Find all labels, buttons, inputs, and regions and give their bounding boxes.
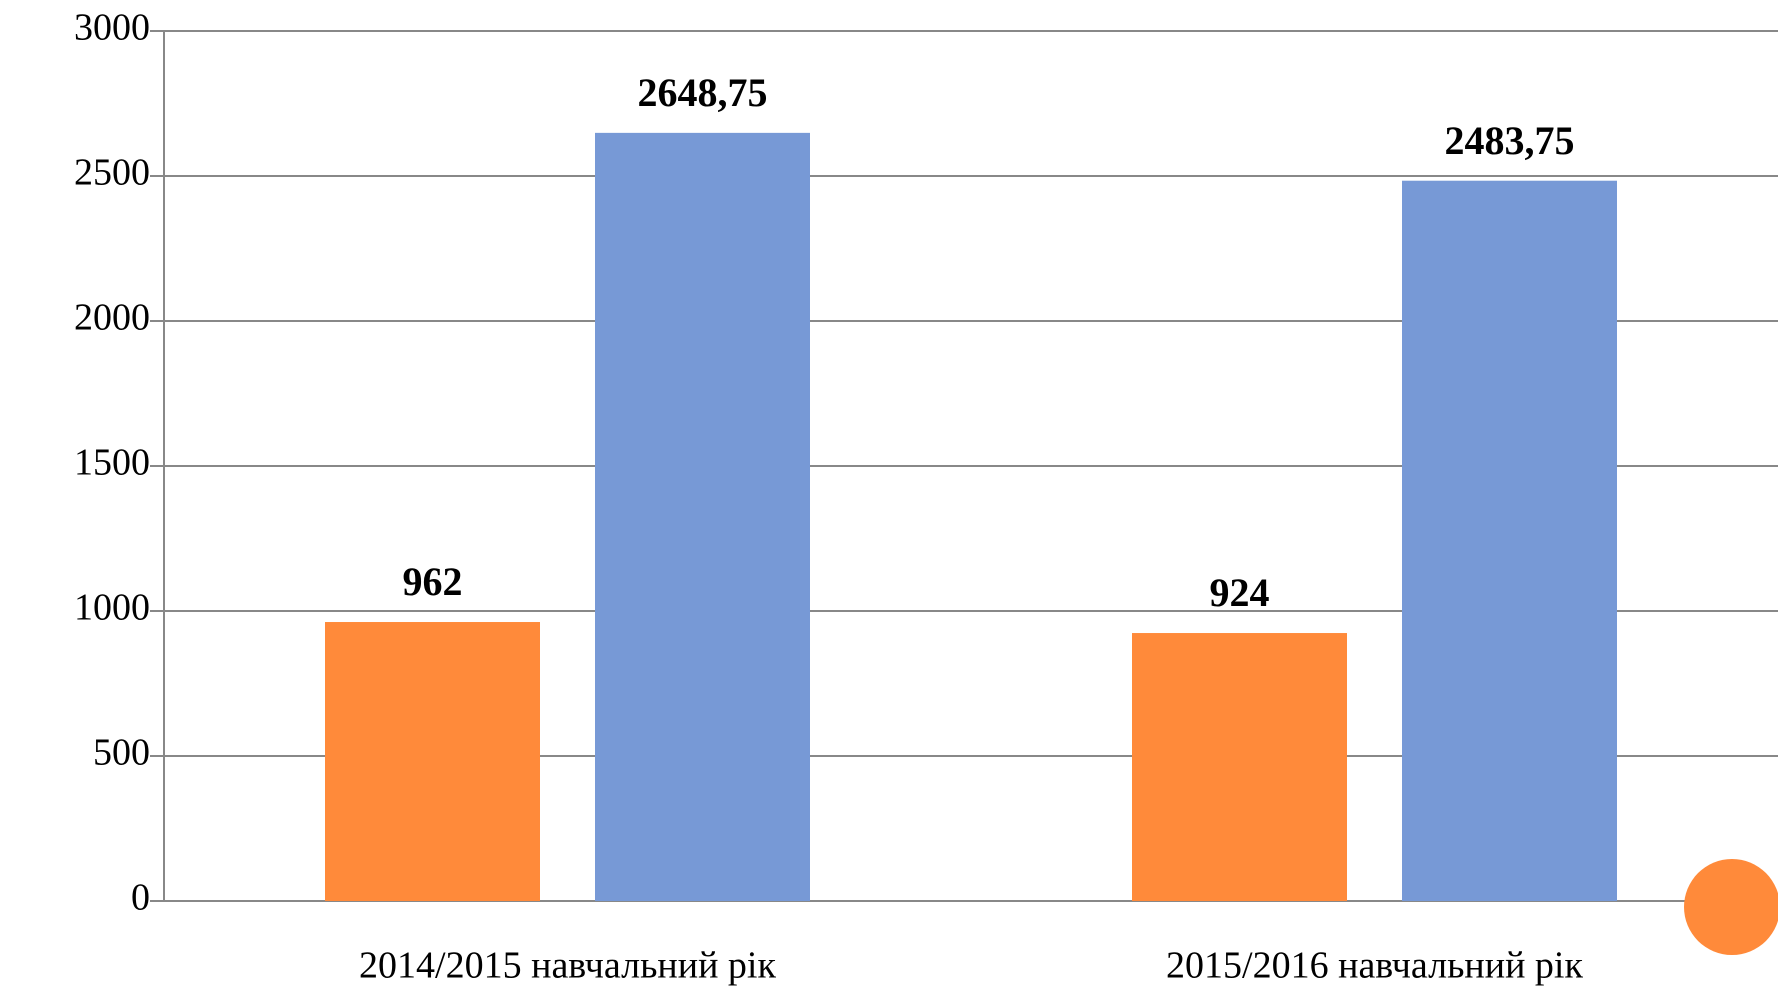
y-tick-label: 500 [93, 732, 150, 774]
x-tick-label: 2014/2015 навчальний рік [359, 945, 776, 987]
bar [595, 132, 810, 902]
data-label: 2648,75 [638, 70, 768, 115]
bar [325, 622, 540, 901]
x-tick-label: 2015/2016 навчальний рік [1166, 945, 1583, 987]
data-label: 924 [1210, 570, 1270, 615]
decoration-circle [1684, 859, 1778, 955]
y-tick-label: 2500 [74, 152, 150, 194]
bar [1402, 180, 1617, 901]
y-tick-label: 1500 [74, 442, 150, 484]
y-tick-label: 1000 [74, 587, 150, 629]
y-tick-label: 0 [131, 877, 150, 919]
data-label: 962 [403, 559, 463, 604]
y-tick-label: 2000 [74, 297, 150, 339]
bar [1132, 633, 1347, 901]
y-tick-label: 3000 [74, 7, 150, 49]
data-label: 2483,75 [1445, 118, 1575, 163]
